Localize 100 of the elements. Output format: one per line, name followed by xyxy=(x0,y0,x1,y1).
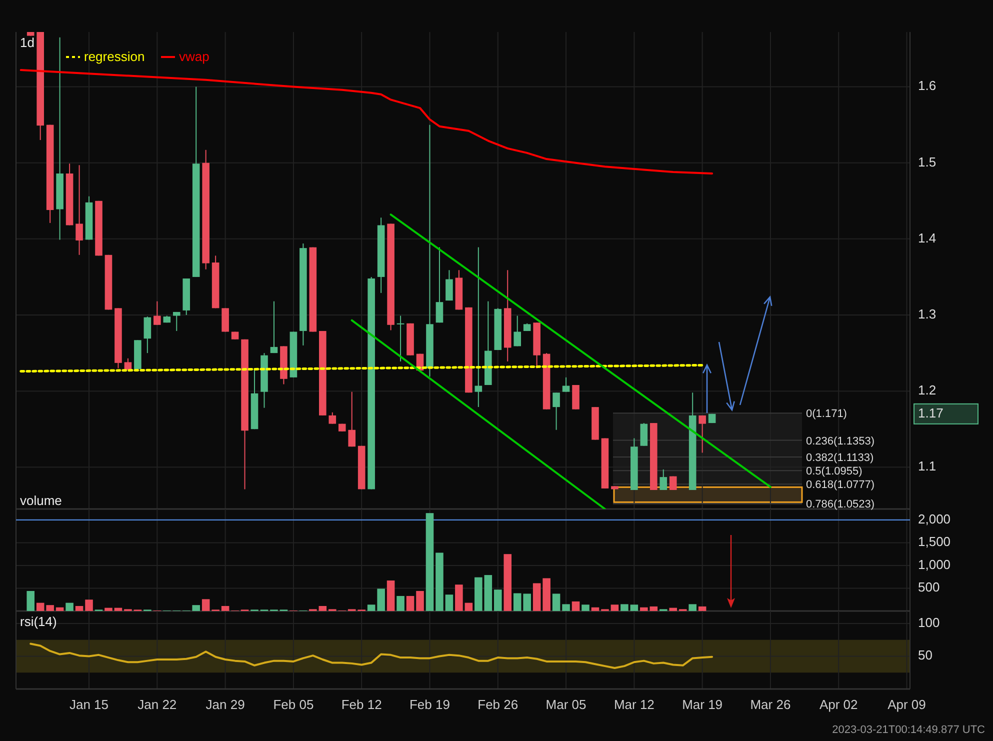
text: 2023-03-21T00:14:49.877 UTC xyxy=(832,724,986,736)
bar xyxy=(484,575,492,611)
x-tick-label: Jan 29 xyxy=(206,697,245,712)
bar xyxy=(436,552,444,611)
bar xyxy=(582,604,590,611)
bar xyxy=(464,602,473,611)
candlestick xyxy=(640,422,648,446)
legend-label: regression xyxy=(84,49,145,64)
bar xyxy=(85,600,93,611)
bar xyxy=(445,594,454,611)
bar xyxy=(36,602,44,611)
candlestick xyxy=(172,311,180,332)
y-tick-label: 1.1 xyxy=(918,458,936,474)
y-tick-label: 100 xyxy=(918,614,940,630)
candlestick xyxy=(446,270,453,302)
bar xyxy=(202,599,210,611)
candlestick xyxy=(154,300,161,326)
candlestick xyxy=(328,412,336,424)
candlestick xyxy=(76,164,83,256)
bar xyxy=(610,604,619,611)
x-tick-label: Feb 19 xyxy=(409,697,450,712)
bar xyxy=(698,606,706,611)
bar xyxy=(532,583,541,611)
bar xyxy=(523,594,531,611)
y-tick-label: 1.2 xyxy=(918,382,936,398)
bar xyxy=(513,593,522,611)
y-tick-label: 1.5 xyxy=(918,154,936,170)
x-tick-label: Feb 26 xyxy=(478,697,518,712)
candlestick xyxy=(514,315,522,347)
y-tick-label: 1.3 xyxy=(918,306,936,322)
bar xyxy=(221,606,230,611)
bar xyxy=(640,607,648,611)
bar xyxy=(572,601,580,611)
bar xyxy=(552,594,560,611)
candlestick xyxy=(222,308,229,332)
bar xyxy=(104,608,112,611)
ref-line-label: 0.236(1.1353) xyxy=(806,435,874,448)
candlestick xyxy=(474,246,482,408)
chart-title: rsi(14) xyxy=(20,614,57,629)
bar xyxy=(494,590,502,611)
y-tick-label: 2,000 xyxy=(918,511,951,526)
bar xyxy=(26,590,34,611)
bar xyxy=(406,596,414,611)
chart-title: 1d xyxy=(20,35,34,50)
bar xyxy=(455,584,463,611)
bar xyxy=(386,580,395,611)
bar xyxy=(377,588,385,611)
x-tick-label: Mar 12 xyxy=(614,697,654,712)
bar xyxy=(650,606,658,611)
x-tick-label: Apr 02 xyxy=(819,697,858,712)
bar xyxy=(630,604,638,611)
chart-title: volume xyxy=(20,493,62,508)
candlestick xyxy=(698,414,706,454)
y-tick-label: 50 xyxy=(918,648,932,663)
ref-line-label: 0(1.171) xyxy=(806,408,847,420)
bar xyxy=(504,554,512,611)
candlestick xyxy=(436,246,444,324)
x-tick-label: Mar 26 xyxy=(750,697,791,712)
bar xyxy=(620,604,628,611)
bar xyxy=(426,513,434,611)
bar xyxy=(688,604,696,611)
candlestick xyxy=(562,376,570,392)
legend-label: vwap xyxy=(179,49,210,64)
bar xyxy=(562,604,570,611)
line-series xyxy=(30,642,714,670)
y-tick-label: 1.6 xyxy=(918,78,936,94)
ref-line-label: 0.618(1.0777) xyxy=(806,479,874,492)
candlestick xyxy=(348,391,356,448)
bar xyxy=(318,606,327,611)
line-series xyxy=(20,69,714,174)
bar xyxy=(46,605,54,611)
candlestick xyxy=(660,468,668,490)
x-tick-label: Apr 09 xyxy=(888,697,926,712)
candlestick xyxy=(144,316,152,354)
y-tick-label: 500 xyxy=(918,580,940,595)
x-tick-label: Mar 05 xyxy=(546,697,586,712)
ref-line-label: 0.5(1.0955) xyxy=(806,466,862,478)
candlestick xyxy=(552,392,560,430)
y-tick-label: 1,500 xyxy=(918,534,951,550)
bar xyxy=(416,590,424,611)
bar xyxy=(56,607,64,611)
x-tick-label: Jan 22 xyxy=(138,697,177,712)
bar xyxy=(367,604,376,611)
bar xyxy=(396,596,404,611)
y-tick-label: 1.4 xyxy=(918,230,936,246)
candlestick xyxy=(270,300,278,354)
candlestick xyxy=(669,476,677,490)
bar xyxy=(75,606,84,611)
ref-line-label: 0.786(1.0523) xyxy=(806,498,874,510)
bar xyxy=(114,608,122,611)
candlestick xyxy=(396,315,404,362)
x-tick-label: Mar 19 xyxy=(682,697,723,712)
bar xyxy=(591,607,600,611)
x-tick-label: Feb 05 xyxy=(273,697,314,712)
x-tick-label: Feb 12 xyxy=(341,697,382,712)
bar xyxy=(669,608,678,611)
text: 1.17 xyxy=(918,405,944,420)
bar xyxy=(542,578,550,611)
ref-line-label: 0.382(1.1133) xyxy=(806,452,874,464)
bar xyxy=(66,602,74,611)
